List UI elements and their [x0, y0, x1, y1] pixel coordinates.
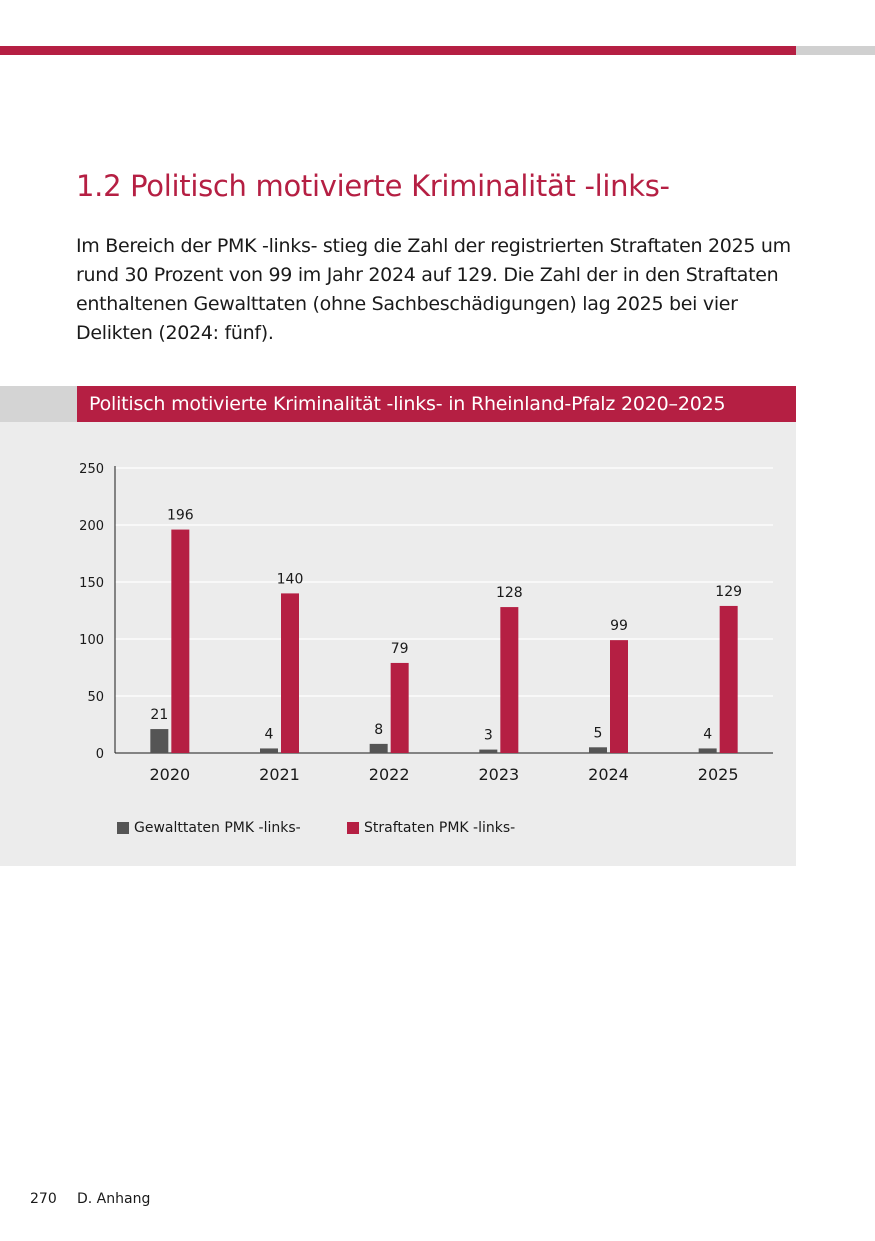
bar-straftaten	[390, 662, 409, 753]
legend-swatch-gewalttaten	[117, 822, 129, 834]
bar-gewalttaten	[589, 747, 607, 753]
data-label: 8	[374, 722, 383, 738]
bar-gewalttaten	[260, 748, 278, 753]
y-tick-label: 100	[79, 633, 104, 648]
data-label: 4	[265, 726, 274, 742]
bar-chart: 0 50 100 150 200 250 21 196 2020 4 140 2021 8 79 2022 3…	[79, 462, 773, 784]
y-tick-label: 200	[79, 519, 104, 534]
legend-item-gewalttaten: Gewalttaten PMK -links-	[117, 818, 301, 838]
x-tick-label: 2022	[369, 765, 410, 784]
body-paragraph: Im Bereich der PMK -links- stieg die Zah…	[76, 235, 791, 344]
top-accent-bar	[0, 46, 796, 55]
data-label: 79	[391, 641, 409, 657]
data-label: 128	[496, 585, 523, 601]
data-label: 196	[167, 508, 194, 524]
section-title: 1.2 Politisch motivierte Kriminalität -l…	[76, 169, 670, 203]
legend-item-straftaten: Straftaten PMK -links-	[347, 818, 515, 838]
bar-straftaten	[500, 607, 519, 753]
data-label: 99	[610, 618, 628, 634]
chart-panel	[0, 386, 796, 866]
footer-section-label: D. Anhang	[77, 1191, 151, 1207]
legend-swatch-straftaten	[347, 822, 359, 834]
bar-gewalttaten	[479, 749, 498, 753]
data-label: 3	[484, 728, 493, 744]
chart-title: Politisch motivierte Kriminalität -links…	[77, 386, 796, 422]
x-tick-label: 2020	[149, 765, 190, 784]
legend-label-straftaten: Straftaten PMK -links-	[364, 820, 516, 836]
legend-label-gewalttaten: Gewalttaten PMK -links-	[134, 820, 301, 836]
data-label: 4	[703, 726, 712, 742]
bar-straftaten	[719, 605, 738, 753]
chart-header-tab	[0, 386, 77, 422]
data-label: 140	[277, 571, 304, 587]
y-tick-label: 50	[87, 690, 104, 705]
x-tick-label: 2021	[259, 765, 300, 784]
x-tick-label: 2025	[698, 765, 739, 784]
bar-straftaten	[171, 529, 190, 753]
page-number: 270	[30, 1191, 57, 1207]
bar-straftaten	[281, 593, 299, 753]
bar-gewalttaten	[369, 743, 388, 753]
bar-gewalttaten	[150, 729, 169, 753]
data-label: 21	[150, 707, 168, 723]
top-grey-bar	[796, 46, 875, 55]
x-tick-label: 2023	[478, 765, 519, 784]
y-tick-label: 250	[79, 462, 104, 477]
bar-straftaten	[610, 640, 628, 753]
bar-gewalttaten	[698, 748, 717, 753]
x-tick-label: 2024	[588, 765, 629, 784]
y-tick-label: 150	[79, 576, 104, 591]
data-label: 5	[594, 725, 603, 741]
y-tick-label: 0	[96, 747, 104, 762]
data-label: 129	[715, 584, 742, 600]
